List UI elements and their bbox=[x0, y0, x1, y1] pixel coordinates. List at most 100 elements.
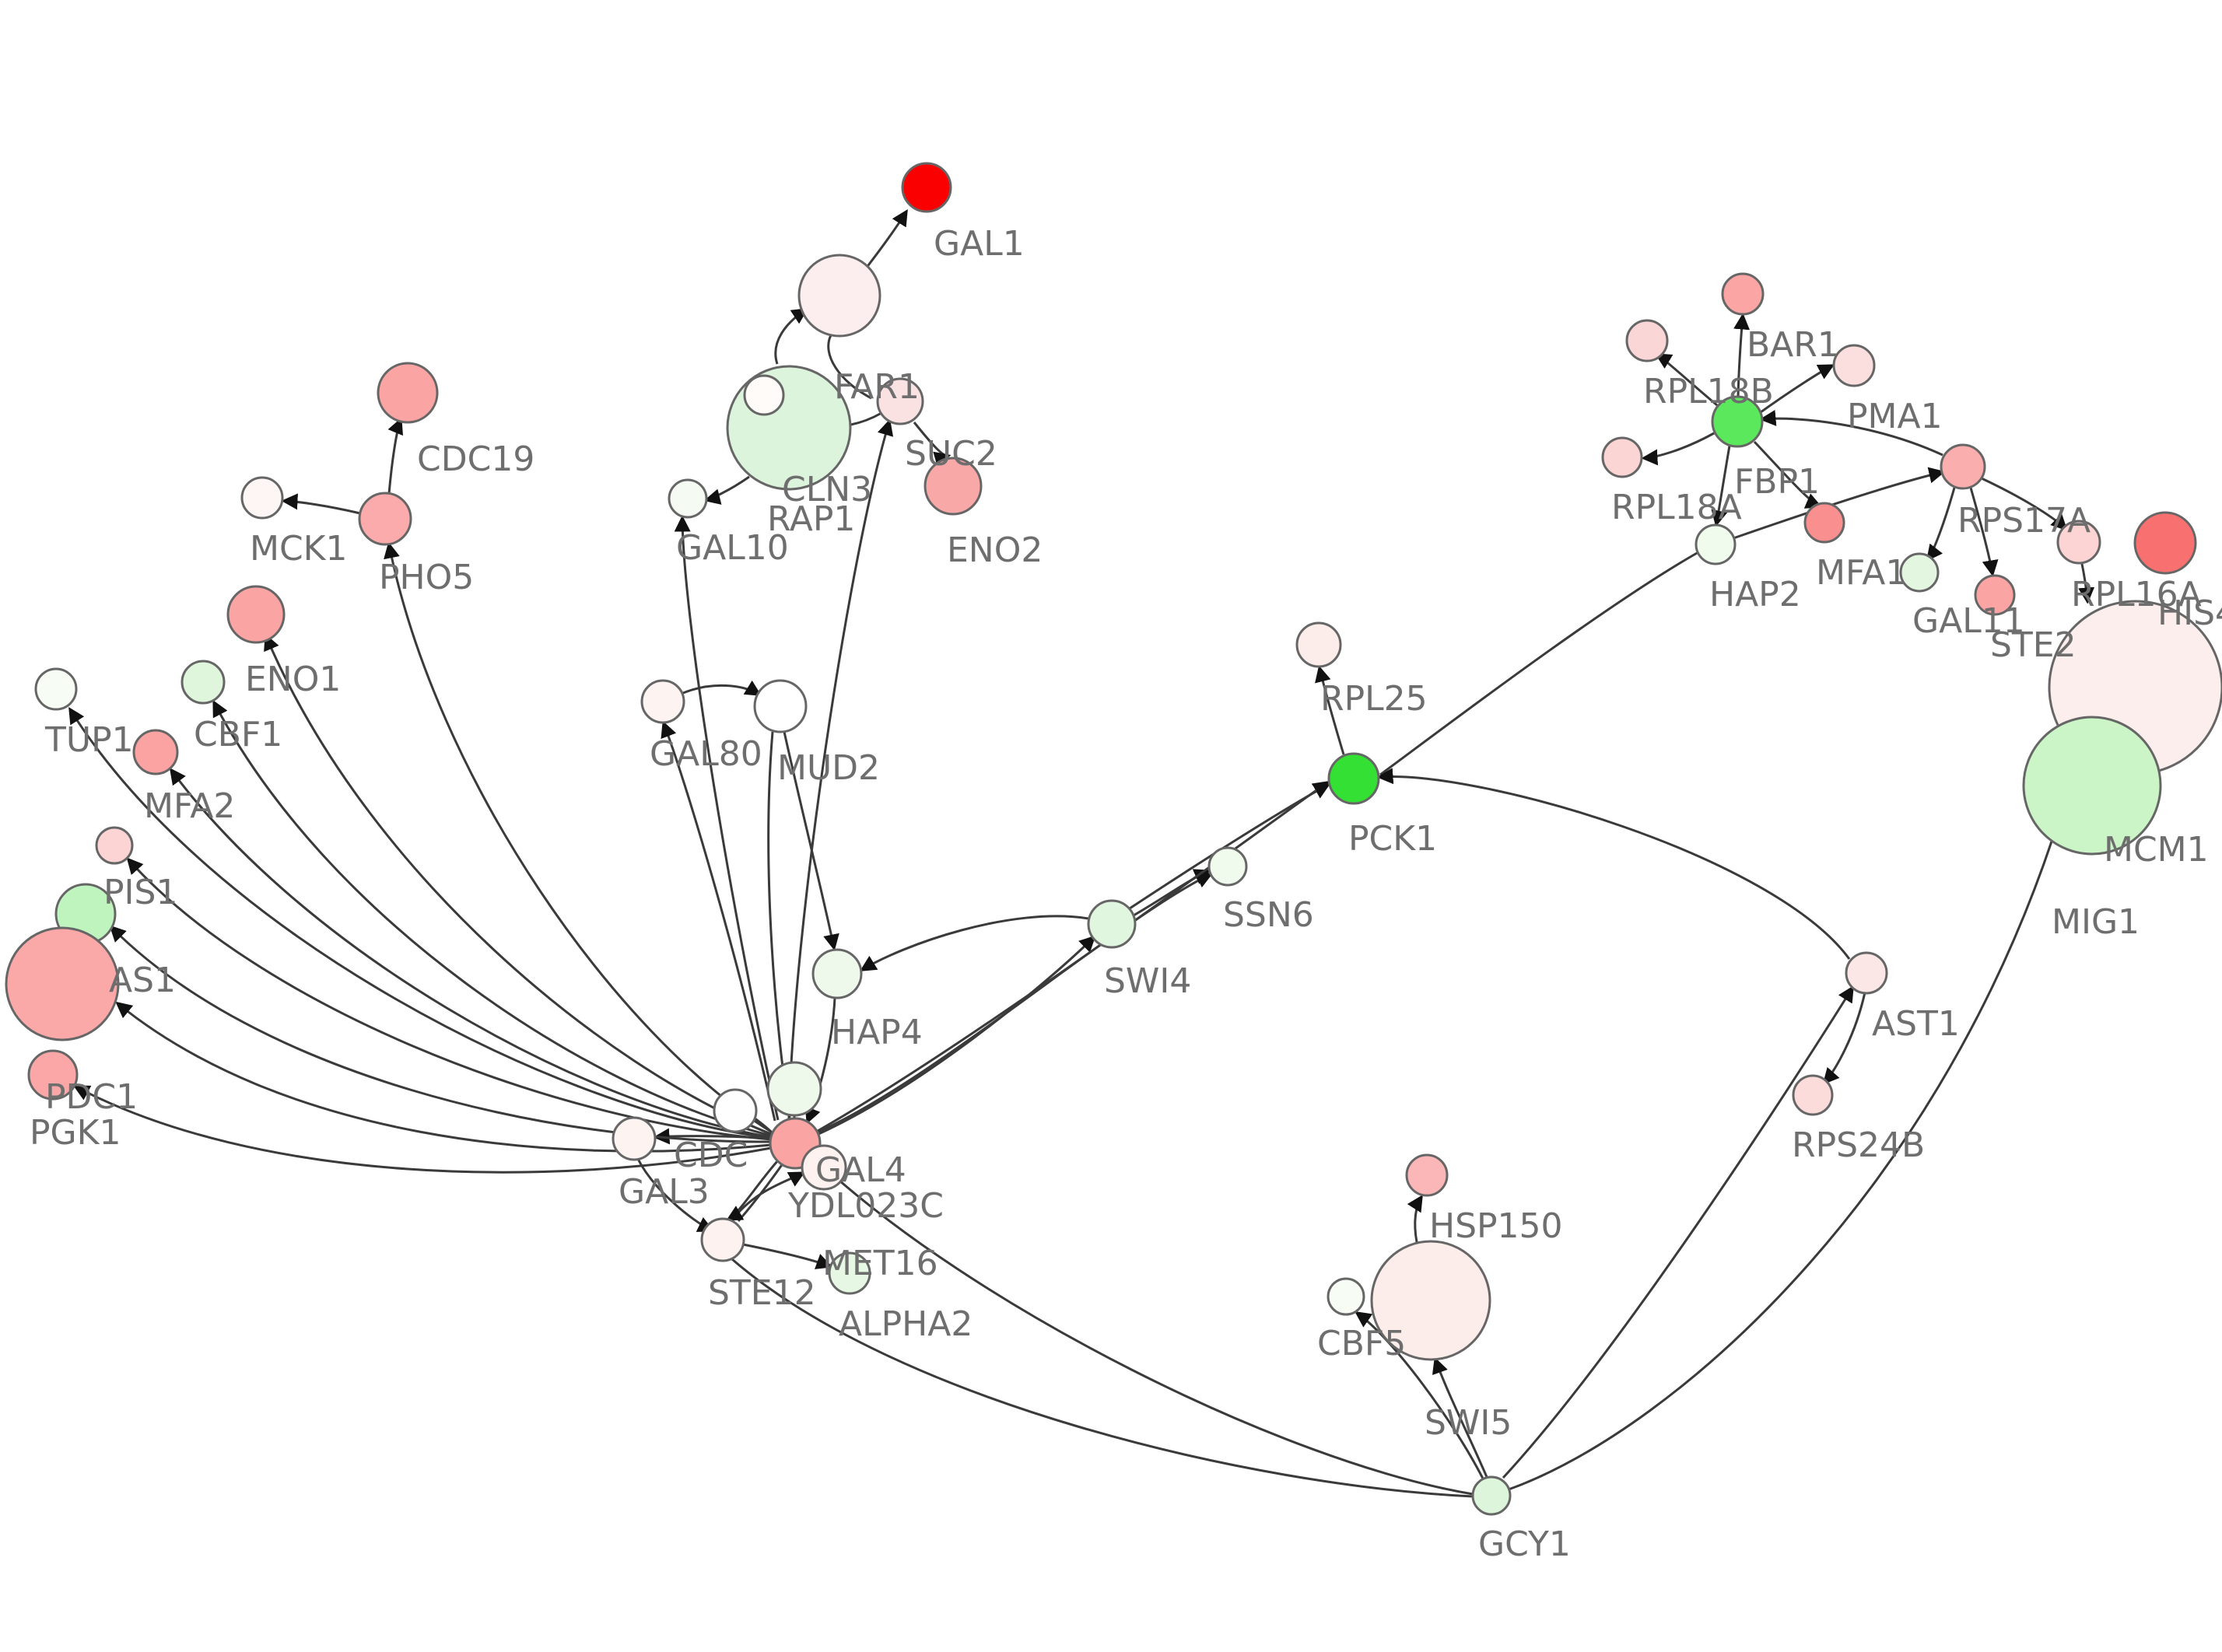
graph-node-rpl25[interactable] bbox=[1295, 621, 1342, 668]
graph-node-mfa2[interactable] bbox=[132, 729, 179, 775]
graph-node-rpl16a[interactable] bbox=[2056, 520, 2101, 565]
graph-node-gal1[interactable] bbox=[901, 162, 952, 213]
graph-node-pho5[interactable] bbox=[358, 492, 412, 546]
graph-edge[interactable] bbox=[1711, 445, 1731, 527]
graph-edge[interactable] bbox=[725, 1160, 780, 1221]
graph-node-eno2[interactable] bbox=[923, 457, 983, 516]
graph-node-pis1[interactable] bbox=[95, 826, 134, 865]
graph-node-fbp1[interactable] bbox=[1711, 395, 1764, 448]
graph-edge[interactable] bbox=[1641, 432, 1715, 466]
graph-node-cbf5[interactable] bbox=[1327, 1277, 1365, 1316]
graph-edge[interactable] bbox=[817, 780, 1330, 1132]
graph-node-mck1[interactable] bbox=[240, 476, 284, 520]
graph-edge[interactable] bbox=[72, 1085, 772, 1174]
graph-node-swi4[interactable] bbox=[1087, 899, 1137, 949]
graph-node-pck1[interactable] bbox=[1327, 752, 1380, 805]
graph-edge[interactable] bbox=[674, 515, 780, 1121]
graph-edge[interactable] bbox=[1508, 767, 2078, 1491]
graph-node-ste2[interactable] bbox=[1974, 574, 2016, 616]
graph-node-hap2[interactable] bbox=[1695, 523, 1737, 565]
graph-edge[interactable] bbox=[1133, 869, 1211, 917]
graph-edge[interactable] bbox=[1981, 477, 2068, 531]
graph-node-ste12[interactable] bbox=[700, 1217, 745, 1262]
graph-node-alpha2[interactable] bbox=[828, 1251, 871, 1295]
graph-edge[interactable] bbox=[827, 334, 872, 400]
graph-edge[interactable] bbox=[783, 731, 839, 951]
graph-edge[interactable] bbox=[109, 925, 772, 1143]
graph-node-eno1[interactable] bbox=[226, 585, 286, 644]
graph-edge[interactable] bbox=[816, 935, 1096, 1136]
graph-node-cbf1[interactable] bbox=[180, 660, 226, 705]
graph-edge[interactable] bbox=[913, 422, 952, 467]
graph-edge[interactable] bbox=[281, 493, 361, 515]
graph-edge[interactable] bbox=[1926, 487, 1956, 562]
graph-edge[interactable] bbox=[1315, 665, 1345, 755]
graph-node-gal3[interactable] bbox=[612, 1116, 657, 1161]
graph-node-cdc39[interactable] bbox=[713, 1088, 758, 1133]
graph-edge[interactable] bbox=[1760, 364, 1835, 414]
graph-edge[interactable] bbox=[1502, 985, 1854, 1479]
graph-edge[interactable] bbox=[212, 699, 772, 1137]
graph-edge[interactable] bbox=[661, 720, 776, 1122]
graph-edge[interactable] bbox=[1379, 551, 1699, 776]
graph-node-his4[interactable] bbox=[2133, 511, 2197, 575]
graph-edge[interactable] bbox=[767, 731, 791, 1118]
graph-node-gal10[interactable] bbox=[668, 478, 708, 519]
graph-edge[interactable] bbox=[169, 768, 772, 1139]
graph-edge[interactable] bbox=[1407, 1195, 1423, 1243]
graph-edge[interactable] bbox=[860, 915, 1089, 971]
graph-node-pdc1[interactable] bbox=[5, 926, 120, 1041]
graph-node-pgk1[interactable] bbox=[27, 1049, 79, 1101]
graph-node-pma1[interactable] bbox=[1832, 344, 1876, 387]
graph-edge[interactable] bbox=[731, 1258, 1474, 1498]
graph-edge[interactable] bbox=[1355, 1311, 1484, 1479]
graph-edge[interactable] bbox=[774, 308, 808, 365]
graph-edge[interactable] bbox=[384, 541, 772, 1133]
graph-edge[interactable] bbox=[1733, 313, 1751, 397]
graph-node-mud2[interactable] bbox=[753, 679, 808, 733]
graph-node-ast1[interactable] bbox=[1845, 951, 1888, 995]
graph-edge[interactable] bbox=[1822, 992, 1866, 1085]
graph-edge[interactable] bbox=[126, 857, 772, 1141]
graph-node-gal80[interactable] bbox=[640, 679, 685, 724]
graph-edge[interactable] bbox=[1376, 768, 1851, 960]
graph-edge[interactable] bbox=[742, 1243, 833, 1269]
graph-edge[interactable] bbox=[1753, 440, 1823, 509]
graph-edge[interactable] bbox=[1759, 409, 1943, 457]
graph-edge[interactable] bbox=[1969, 487, 1999, 577]
graph-edge[interactable] bbox=[387, 417, 403, 495]
graph-node-suc2[interactable] bbox=[876, 377, 924, 425]
graph-node-gcy1[interactable] bbox=[1471, 1475, 1512, 1516]
graph-edge[interactable] bbox=[864, 209, 908, 269]
graph-edge[interactable] bbox=[1733, 467, 1946, 540]
graph-node-rps24b[interactable] bbox=[1792, 1074, 1834, 1116]
graph-node-tup1[interactable] bbox=[34, 667, 78, 711]
graph-edge[interactable] bbox=[2078, 563, 2095, 604]
graph-node-hap4[interactable] bbox=[811, 948, 863, 999]
graph-node-bar1[interactable] bbox=[1721, 272, 1765, 316]
graph-node-far1[interactable] bbox=[797, 254, 881, 338]
graph-node-mfa1[interactable] bbox=[1803, 502, 1845, 544]
graph-node-hsp150[interactable] bbox=[1405, 1153, 1449, 1197]
graph-edge[interactable] bbox=[787, 418, 894, 1119]
graph-edge[interactable] bbox=[636, 1158, 715, 1232]
graph-node-mig1[interactable] bbox=[2022, 716, 2162, 856]
graph-node-swi5[interactable] bbox=[1370, 1240, 1491, 1361]
graph-edge[interactable] bbox=[264, 633, 772, 1136]
graph-node-cdc19[interactable] bbox=[377, 362, 439, 424]
graph-edge[interactable] bbox=[115, 1001, 772, 1153]
graph-edge[interactable] bbox=[818, 873, 1214, 1133]
graph-edge[interactable] bbox=[1432, 1356, 1488, 1478]
graph-edge[interactable] bbox=[814, 1157, 1474, 1496]
graph-edge[interactable] bbox=[703, 475, 750, 505]
graph-node-ssn6[interactable] bbox=[1207, 846, 1248, 887]
graph-node-rap1[interactable] bbox=[743, 374, 785, 416]
graph-node-rpl18b[interactable] bbox=[1625, 319, 1669, 362]
graph-node-met16[interactable] bbox=[801, 1144, 847, 1191]
graph-node-rpl18a[interactable] bbox=[1601, 436, 1643, 478]
graph-node-gal11[interactable] bbox=[1899, 552, 1940, 593]
graph-node-rps17a[interactable] bbox=[1940, 443, 1986, 490]
graph-node-ydl023c[interactable] bbox=[766, 1061, 822, 1117]
graph-edge[interactable] bbox=[682, 680, 762, 696]
graph-edge[interactable] bbox=[68, 707, 772, 1139]
